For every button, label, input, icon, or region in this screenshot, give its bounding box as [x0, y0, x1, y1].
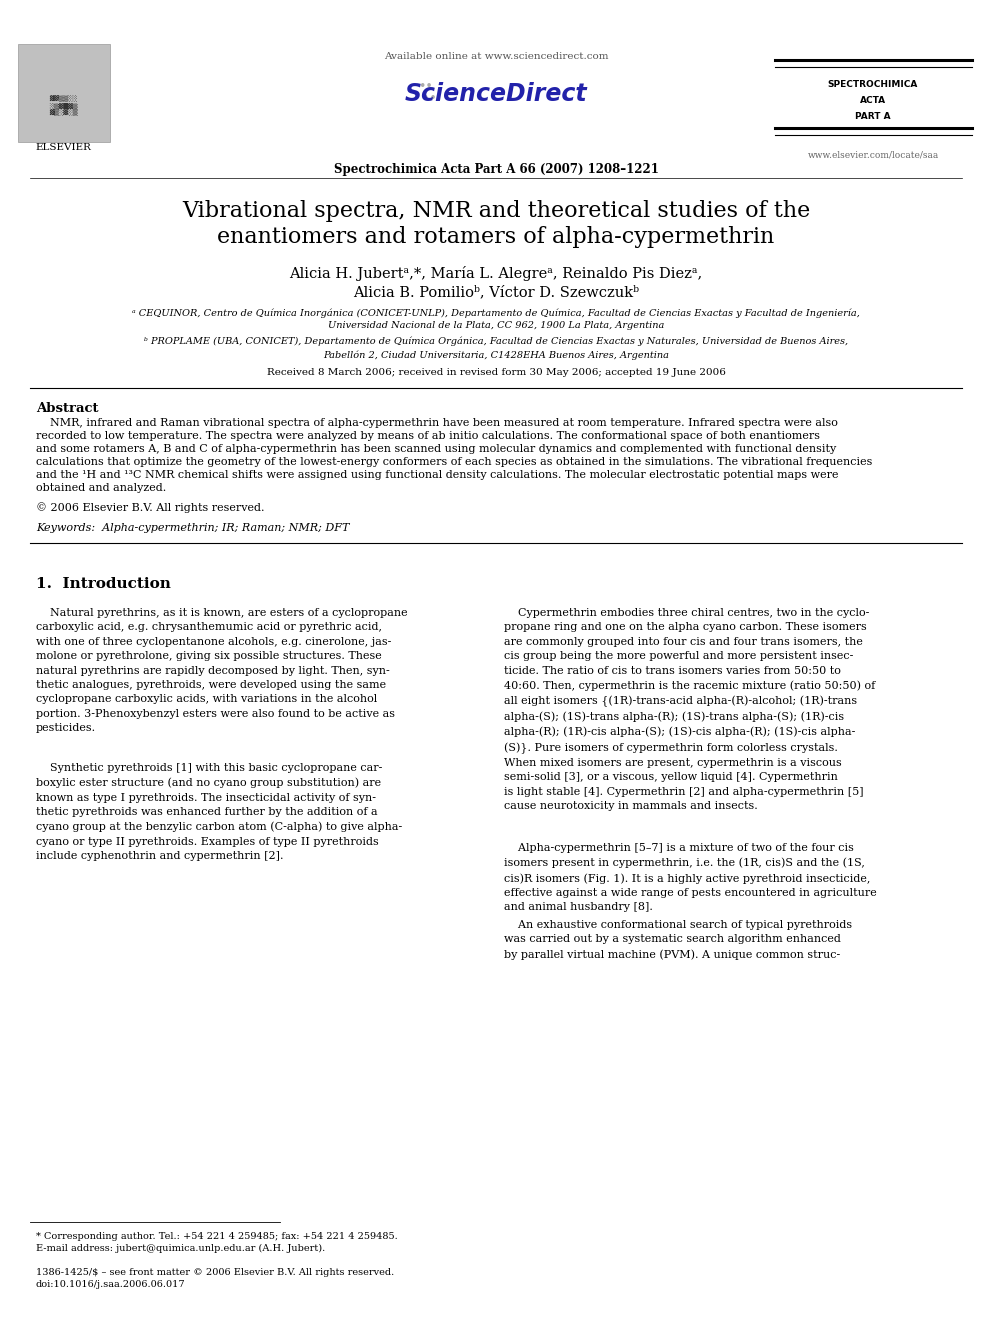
Text: Synthetic pyrethroids [1] with this basic cyclopropane car-
boxylic ester struct: Synthetic pyrethroids [1] with this basi… — [36, 763, 402, 861]
Text: enantiomers and rotamers of alpha-cypermethrin: enantiomers and rotamers of alpha-cyperm… — [217, 226, 775, 247]
Text: ••
 ••: •• •• — [418, 79, 436, 105]
Text: Natural pyrethrins, as it is known, are esters of a cyclopropane
carboxylic acid: Natural pyrethrins, as it is known, are … — [36, 609, 408, 733]
Text: obtained and analyzed.: obtained and analyzed. — [36, 483, 167, 493]
Text: E-mail address: jubert@quimica.unlp.edu.ar (A.H. Jubert).: E-mail address: jubert@quimica.unlp.edu.… — [36, 1244, 325, 1253]
Text: * Corresponding author. Tel.: +54 221 4 259485; fax: +54 221 4 259485.: * Corresponding author. Tel.: +54 221 4 … — [36, 1232, 398, 1241]
Text: An exhaustive conformational search of typical pyrethroids
was carried out by a : An exhaustive conformational search of t… — [504, 919, 852, 959]
Text: ▓▓▒▒░░
░▒▓█▓▒
▓▒░▓░▒: ▓▓▒▒░░ ░▒▓█▓▒ ▓▒░▓░▒ — [49, 95, 77, 116]
Text: Spectrochimica Acta Part A 66 (2007) 1208–1221: Spectrochimica Acta Part A 66 (2007) 120… — [333, 163, 659, 176]
Text: Alicia B. Pomilioᵇ, Víctor D. Szewczukᵇ: Alicia B. Pomilioᵇ, Víctor D. Szewczukᵇ — [353, 284, 639, 299]
Text: Received 8 March 2006; received in revised form 30 May 2006; accepted 19 June 20: Received 8 March 2006; received in revis… — [267, 368, 725, 377]
Text: Universidad Nacional de la Plata, CC 962, 1900 La Plata, Argentina: Universidad Nacional de la Plata, CC 962… — [327, 321, 665, 329]
Text: ELSEVIER: ELSEVIER — [35, 143, 91, 152]
Text: © 2006 Elsevier B.V. All rights reserved.: © 2006 Elsevier B.V. All rights reserved… — [36, 501, 265, 513]
Text: Vibrational spectra, NMR and theoretical studies of the: Vibrational spectra, NMR and theoretical… — [182, 200, 810, 222]
Text: 1386-1425/$ – see front matter © 2006 Elsevier B.V. All rights reserved.: 1386-1425/$ – see front matter © 2006 El… — [36, 1267, 394, 1277]
Text: and the ¹H and ¹³C NMR chemical shifts were assigned using functional density ca: and the ¹H and ¹³C NMR chemical shifts w… — [36, 470, 838, 480]
Text: PART A: PART A — [855, 112, 891, 120]
Text: Alicia H. Jubertᵃ,*, María L. Alegreᵃ, Reinaldo Pis Diezᵃ,: Alicia H. Jubertᵃ,*, María L. Alegreᵃ, R… — [290, 266, 702, 280]
Text: 1.  Introduction: 1. Introduction — [36, 577, 171, 591]
Text: Keywords:  Alpha-cypermethrin; IR; Raman; NMR; DFT: Keywords: Alpha-cypermethrin; IR; Raman;… — [36, 523, 349, 533]
Text: NMR, infrared and Raman vibrational spectra of alpha-cypermethrin have been meas: NMR, infrared and Raman vibrational spec… — [36, 418, 838, 429]
Text: Abstract: Abstract — [36, 402, 98, 415]
Text: Alpha-cypermethrin [5–7] is a mixture of two of the four cis
isomers present in : Alpha-cypermethrin [5–7] is a mixture of… — [504, 843, 877, 913]
Text: recorded to low temperature. The spectra were analyzed by means of ab initio cal: recorded to low temperature. The spectra… — [36, 431, 820, 441]
Text: Cypermethrin embodies three chiral centres, two in the cyclo-
propane ring and o: Cypermethrin embodies three chiral centr… — [504, 609, 875, 811]
Text: calculations that optimize the geometry of the lowest-energy conformers of each : calculations that optimize the geometry … — [36, 456, 872, 467]
Text: ᵇ PROPLAME (UBA, CONICET), Departamento de Química Orgánica, Facultad de Ciencia: ᵇ PROPLAME (UBA, CONICET), Departamento … — [144, 337, 848, 347]
Text: ScienceDirect: ScienceDirect — [405, 82, 587, 106]
Text: ᵃ CEQUINOR, Centro de Química Inorgánica (CONICET-UNLP), Departamento de Química: ᵃ CEQUINOR, Centro de Química Inorgánica… — [132, 308, 860, 318]
Text: doi:10.1016/j.saa.2006.06.017: doi:10.1016/j.saa.2006.06.017 — [36, 1279, 186, 1289]
Text: and some rotamers A, B and C of alpha-cypermethrin has been scanned using molecu: and some rotamers A, B and C of alpha-cy… — [36, 445, 836, 454]
Text: ACTA: ACTA — [860, 97, 886, 105]
Text: Pabellón 2, Ciudad Universitaria, C1428EHA Buenos Aires, Argentina: Pabellón 2, Ciudad Universitaria, C1428E… — [323, 351, 669, 360]
Text: www.elsevier.com/locate/saa: www.elsevier.com/locate/saa — [807, 149, 938, 159]
Bar — [18, 44, 110, 142]
Text: SPECTROCHIMICA: SPECTROCHIMICA — [827, 79, 919, 89]
Text: Available online at www.sciencedirect.com: Available online at www.sciencedirect.co… — [384, 52, 608, 61]
